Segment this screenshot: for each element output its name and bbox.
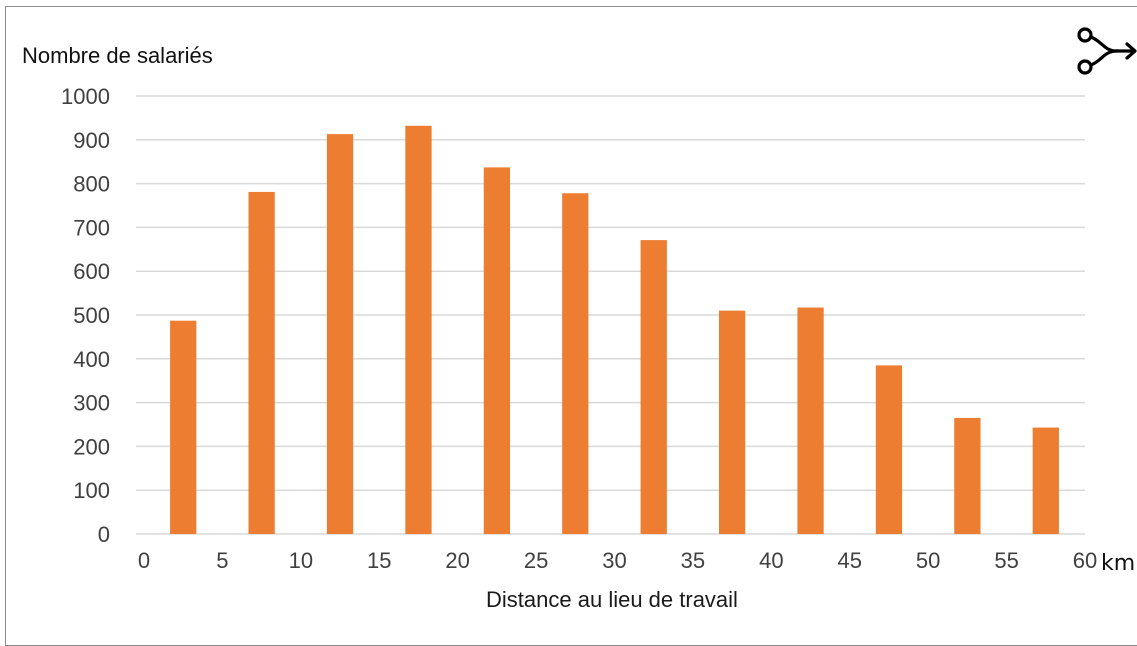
y-tick-label: 700 <box>73 215 110 240</box>
y-tick-label: 0 <box>98 522 110 547</box>
bar <box>954 418 980 534</box>
x-tick-label: 0 <box>138 548 150 573</box>
bar <box>641 240 667 534</box>
x-tick-label: 35 <box>681 548 705 573</box>
y-tick-label: 600 <box>73 259 110 284</box>
y-tick-label: 900 <box>73 128 110 153</box>
bar <box>248 192 274 534</box>
y-tick-label: 400 <box>73 347 110 372</box>
y-tick-label: 1000 <box>61 84 110 109</box>
y-tick-label: 800 <box>73 172 110 197</box>
gridlines <box>136 96 1085 534</box>
x-axis-unit: km <box>1101 551 1135 576</box>
y-axis-ticks: 0 100 200 300 400 500 600 700 800 900 1000 <box>61 84 110 547</box>
x-tick-label: 50 <box>916 548 940 573</box>
y-tick-label: 200 <box>73 434 110 459</box>
bar <box>484 167 510 534</box>
bar <box>1033 428 1059 534</box>
x-tick-label: 25 <box>524 548 548 573</box>
y-tick-label: 100 <box>73 478 110 503</box>
bar-chart: 0 100 200 300 400 500 600 700 800 900 1000 0 5 10 15 2… <box>0 0 1137 628</box>
x-tick-label: 40 <box>759 548 783 573</box>
x-tick-label: 30 <box>602 548 626 573</box>
bar <box>797 308 823 534</box>
x-tick-label: 55 <box>994 548 1018 573</box>
y-tick-label: 300 <box>73 391 110 416</box>
bar <box>562 193 588 534</box>
x-tick-label: 60 <box>1073 548 1097 573</box>
x-tick-label: 45 <box>838 548 862 573</box>
x-axis-title: Distance au lieu de travail <box>486 587 738 612</box>
x-tick-label: 15 <box>367 548 391 573</box>
bar <box>170 321 196 534</box>
bar <box>719 311 745 534</box>
bars <box>170 126 1059 534</box>
y-axis-title: Nombre de salariés <box>22 43 213 68</box>
fork-arrow-icon <box>1079 29 1135 73</box>
bar <box>876 365 902 534</box>
x-tick-label: 5 <box>216 548 228 573</box>
x-axis-ticks: 0 5 10 15 20 25 30 35 40 45 50 55 60 <box>138 548 1097 573</box>
x-tick-label: 10 <box>289 548 313 573</box>
y-tick-label: 500 <box>73 303 110 328</box>
bar <box>405 126 431 534</box>
bar <box>327 134 353 534</box>
x-tick-label: 20 <box>445 548 469 573</box>
